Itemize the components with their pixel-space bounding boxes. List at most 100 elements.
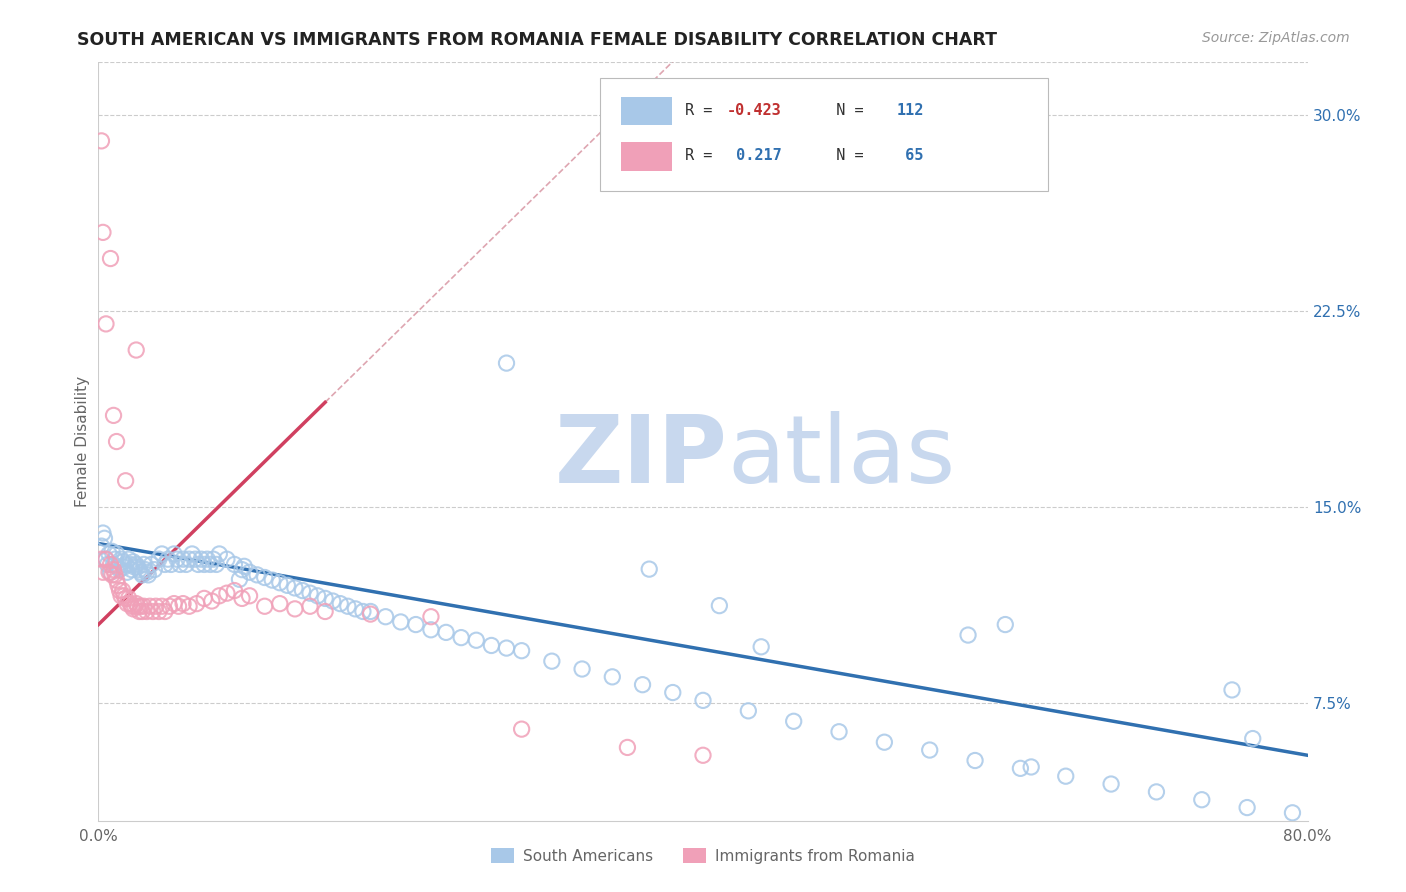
Point (125, 343, 148, 357)
Point (148, 605, 170, 619)
Point (224, 583, 246, 598)
Point (108, 583, 131, 598)
Point (269, 575, 291, 590)
Point (145, 599, 167, 614)
Point (159, 599, 181, 614)
Point (112, 589, 135, 603)
Point (314, 591, 336, 606)
Point (661, 685, 683, 699)
Point (100, 566, 122, 580)
Point (1220, 682, 1243, 697)
Point (181, 547, 204, 561)
Point (105, 573, 128, 587)
Point (253, 570, 276, 584)
Point (405, 617, 427, 632)
Point (186, 597, 208, 611)
Point (299, 586, 322, 600)
Point (965, 754, 987, 768)
Point (143, 563, 166, 577)
Point (98, 547, 121, 561)
Point (510, 643, 533, 657)
Point (150, 547, 173, 561)
Point (169, 558, 191, 572)
Point (540, 654, 562, 668)
Text: R =: R = (685, 148, 721, 163)
Point (142, 605, 165, 619)
Point (148, 552, 170, 566)
Point (616, 740, 638, 755)
Point (994, 617, 1017, 632)
Point (114, 591, 136, 606)
Point (571, 662, 593, 676)
Point (172, 597, 194, 611)
Point (239, 566, 262, 580)
Point (360, 605, 382, 619)
Point (114, 474, 136, 488)
Point (107, 560, 129, 574)
Text: 112: 112 (897, 103, 924, 118)
Point (873, 735, 896, 749)
Point (1236, 800, 1258, 814)
Point (129, 566, 152, 580)
Point (179, 552, 201, 566)
Point (957, 628, 980, 642)
Point (253, 599, 276, 614)
Point (160, 558, 183, 572)
Point (190, 552, 212, 566)
Point (134, 563, 156, 577)
Text: N =: N = (818, 103, 873, 118)
Point (246, 567, 269, 582)
Point (107, 578, 129, 592)
Point (1019, 760, 1042, 774)
Point (104, 567, 127, 582)
Point (692, 693, 714, 707)
Point (108, 563, 131, 577)
Point (420, 623, 443, 637)
Point (135, 566, 157, 580)
Point (120, 558, 142, 572)
Point (150, 599, 173, 614)
Text: Source: ZipAtlas.com: Source: ZipAtlas.com (1202, 31, 1350, 45)
FancyBboxPatch shape (600, 78, 1047, 191)
Point (174, 558, 197, 572)
Point (118, 552, 141, 566)
Point (139, 599, 162, 614)
Point (100, 558, 122, 572)
Point (103, 563, 125, 577)
Point (638, 562, 661, 576)
Point (299, 599, 322, 614)
Point (91, 226, 114, 240)
Point (166, 552, 188, 566)
Text: N =: N = (818, 148, 873, 163)
Point (91, 526, 114, 541)
Point (737, 704, 759, 718)
Point (124, 560, 146, 574)
Text: 65: 65 (897, 148, 924, 163)
Point (94, 317, 117, 331)
Point (111, 583, 134, 598)
Point (631, 678, 654, 692)
Point (215, 552, 238, 566)
Point (115, 597, 138, 611)
Point (156, 552, 179, 566)
Point (420, 609, 443, 624)
Point (205, 558, 228, 572)
Point (918, 743, 941, 757)
Point (692, 748, 714, 763)
Point (121, 563, 143, 577)
Point (110, 552, 132, 566)
Legend: South Americans, Immigrants from Romania: South Americans, Immigrants from Romania (485, 842, 921, 870)
Point (224, 558, 246, 572)
Point (1054, 769, 1077, 783)
Point (128, 605, 150, 619)
Y-axis label: Female Disability: Female Disability (75, 376, 90, 508)
Point (314, 605, 336, 619)
Text: SOUTH AMERICAN VS IMMIGRANTS FROM ROMANIA FEMALE DISABILITY CORRELATION CHART: SOUTH AMERICAN VS IMMIGRANTS FROM ROMANI… (77, 31, 997, 49)
Point (195, 552, 218, 566)
Point (495, 641, 517, 656)
Point (103, 558, 125, 572)
Point (193, 591, 215, 606)
Point (215, 586, 238, 600)
Point (352, 605, 374, 619)
Point (179, 599, 201, 614)
